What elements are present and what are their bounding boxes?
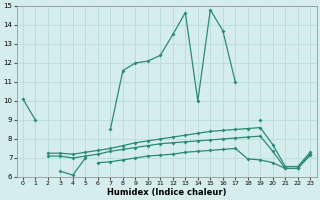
X-axis label: Humidex (Indice chaleur): Humidex (Indice chaleur) — [107, 188, 226, 197]
